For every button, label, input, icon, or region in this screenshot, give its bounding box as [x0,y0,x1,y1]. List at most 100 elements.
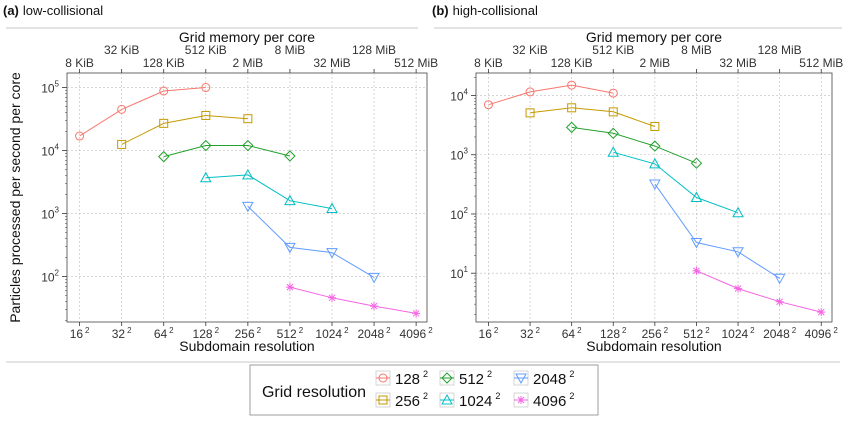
series-line-512 [163,145,291,158]
x-tick-label: 128 2 [193,326,220,341]
legend: Grid resolution 128 2 256 2 512 2 1024 2 2048 2 409… [6,361,840,416]
y-tick-label: 104 [41,143,59,159]
y-tick-label: 102 [450,206,468,222]
data-point [201,83,211,93]
legend-item-512: 512 2 [439,369,492,388]
data-point [368,272,380,284]
top-tick-label: 32 MiB [719,56,756,70]
y-tick-label: 102 [41,269,59,285]
data-point [525,108,535,118]
y-tick-label: 103 [41,206,59,222]
legend-key-marker [517,396,525,404]
data-point [732,206,744,218]
top-tick-label: 32 MiB [313,56,350,70]
series-4096 [285,283,421,318]
legend-item-4096: 4096 2 [513,391,574,410]
x-tick-label: 256 2 [642,326,669,341]
data-point [242,201,254,213]
legend-item-1024: 1024 2 [439,391,500,410]
data-point [817,308,826,317]
data-point [734,284,743,293]
data-point [483,100,493,110]
top-tick-label: 8 KiB [474,56,503,70]
legend-label: 128 2 [395,369,428,388]
data-point [117,104,127,114]
legend-box [249,364,599,416]
legend-label: 2048 2 [533,369,574,388]
plot-frame [475,72,833,323]
top-tick-label: 2 MiB [640,56,671,70]
legend-item-256: 256 2 [375,391,428,410]
legend-key-marker [378,373,388,383]
legend-item-2048: 2048 2 [513,369,574,388]
x-tick-label: 1024 2 [315,326,349,341]
data-point [607,146,620,157]
top-tick-label: 128 MiB [758,43,802,57]
series-line-512 [571,126,697,164]
data-point [775,297,784,306]
series-128 [75,83,211,141]
data-point [284,242,296,254]
legend-item-128: 128 2 [375,369,428,388]
x-tick-label: 512 2 [277,326,304,341]
panel-title: (a) low-collisional [3,3,103,18]
top-tick-label: 8 KiB [65,56,94,70]
y-tick-label: 101 [450,265,468,281]
x-tick-label: 64 2 [154,326,174,341]
data-point [159,118,169,128]
legend-key-marker [441,372,453,384]
data-point [690,191,703,202]
data-point [242,139,254,152]
y-tick-label: 103 [450,147,468,163]
data-point [75,131,85,141]
data-point [158,150,170,163]
y-tick-label: 104 [450,88,468,104]
series-line-256 [530,107,656,127]
top-tick-label: 32 KiB [104,43,139,57]
x-tick-label: 2048 2 [357,326,391,341]
series-line-2048 [654,183,780,279]
x-tick-label: 1024 2 [721,326,755,341]
data-point [773,273,786,285]
data-point [690,157,703,169]
data-point [567,80,577,90]
series-1024 [199,168,338,214]
y-axis-title: Particles processed per second per core [7,72,23,323]
data-point [525,87,535,97]
series-256 [117,110,253,149]
data-point [567,103,577,113]
data-point [327,293,336,302]
legend-title: Grid resolution [262,384,366,401]
top-tick-label: 128 KiB [143,56,185,70]
data-point [243,114,253,124]
x-tick-label: 512 2 [683,326,710,341]
data-point [284,150,296,162]
top-tick-label: 512 KiB [185,43,227,57]
top-tick-label: 512 MiB [799,56,843,70]
top-tick-label: 512 KiB [592,43,634,57]
top-tick-label: 128 MiB [352,43,396,57]
x-tick-label: 128 2 [600,326,627,341]
x-tick-label: 2048 2 [763,326,797,341]
data-point [201,110,211,120]
series-line-128 [488,84,614,106]
series-2048 [649,179,786,285]
legend-label: 512 2 [459,369,492,388]
x-axis-title: Subdomain resolution [179,338,314,354]
top-axis-title: Grid memory per core [586,29,722,45]
data-point [607,127,619,140]
panel-title: (b) high-collisional [432,3,538,18]
data-point [732,247,744,258]
series-line-256 [121,114,248,145]
series-4096 [692,266,826,317]
data-point [608,88,618,98]
data-point [199,171,212,183]
panel-b: (b) high-collisional 16 2 32 2 64 2 128 2 256 2 512 2… [432,3,843,354]
x-tick-label: 16 2 [70,326,90,341]
panel-a: (a) low-collisional 16 2 32 2 64 2 128 2 256 2 512 2 1… [3,3,438,354]
series-line-2048 [247,206,375,278]
data-point [412,309,421,318]
data-point [692,266,701,275]
